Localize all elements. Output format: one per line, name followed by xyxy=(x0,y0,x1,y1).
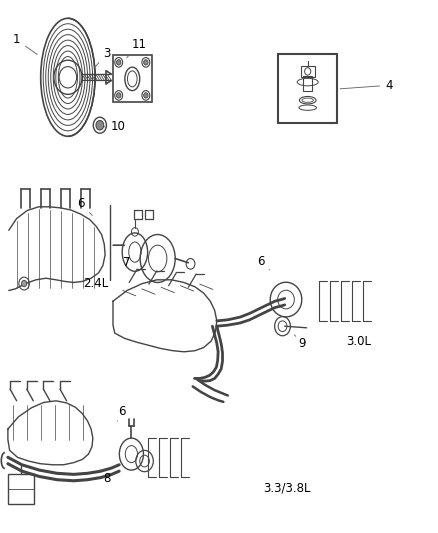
Text: 2.4L: 2.4L xyxy=(83,277,109,290)
Text: 8: 8 xyxy=(101,469,111,484)
Bar xyxy=(113,55,152,102)
Text: 10: 10 xyxy=(104,120,126,133)
Circle shape xyxy=(117,93,121,98)
Circle shape xyxy=(117,60,121,65)
Bar xyxy=(300,66,314,77)
Circle shape xyxy=(21,280,27,287)
Circle shape xyxy=(144,60,148,65)
Text: 6: 6 xyxy=(117,405,126,421)
Circle shape xyxy=(144,93,148,98)
Bar xyxy=(278,54,337,123)
Bar xyxy=(8,474,34,504)
Text: 9: 9 xyxy=(294,335,306,350)
Circle shape xyxy=(96,120,104,130)
Text: 3.0L: 3.0L xyxy=(346,335,371,348)
Text: 6: 6 xyxy=(257,255,269,270)
Text: 11: 11 xyxy=(127,38,147,58)
Text: 3: 3 xyxy=(94,47,111,68)
Text: 6: 6 xyxy=(77,197,92,215)
Text: 1: 1 xyxy=(13,34,37,54)
Text: 7: 7 xyxy=(123,256,131,269)
Bar xyxy=(303,76,312,91)
Text: 3.3/3.8L: 3.3/3.8L xyxy=(263,481,310,494)
Text: 4: 4 xyxy=(340,79,393,92)
